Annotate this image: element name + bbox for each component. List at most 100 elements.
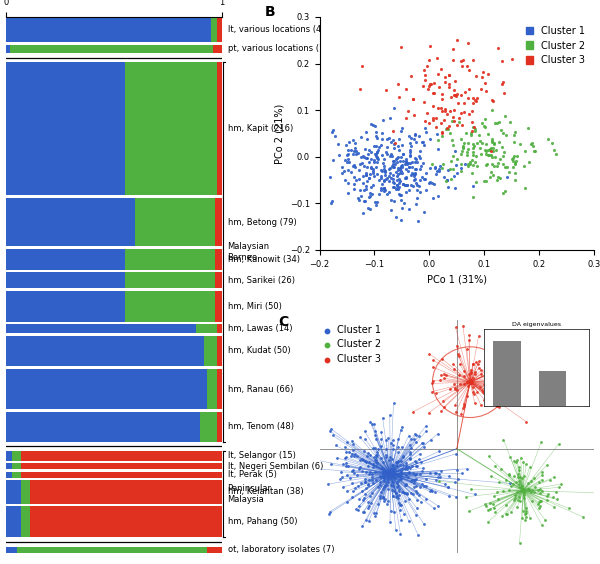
Point [397,42,406,51]
Point [383,434,393,443]
Point [367,488,377,497]
Point [513,472,523,481]
Point [520,147,530,156]
Point [447,117,457,126]
Point [474,130,484,139]
Point [386,506,395,515]
Point [471,151,481,160]
Point [401,458,411,467]
Point [405,453,415,462]
Point [454,475,463,484]
Point [405,151,415,160]
Point [449,379,459,388]
Point [508,156,518,165]
Point [401,479,411,488]
Point [327,196,337,205]
Point [498,189,508,198]
Point [484,452,493,461]
Point [371,150,380,159]
Point [364,149,373,158]
Point [397,160,407,169]
Point [345,474,355,483]
Point [419,65,429,74]
Point [372,197,382,206]
Point [448,165,458,174]
Point [449,171,459,180]
Point [384,171,394,180]
Point [494,403,504,412]
Bar [6,249,125,270]
Point [349,161,359,170]
Point [342,438,352,447]
Point [449,105,459,114]
Bar [21,463,221,469]
Point [326,198,336,207]
Point [354,464,364,473]
Point [398,487,408,496]
Point [452,341,461,350]
Point [418,138,428,147]
Point [402,181,412,190]
Point [449,365,459,374]
Point [408,407,418,416]
Point [441,371,451,380]
Point [499,363,509,372]
Point [510,160,520,169]
Point [474,331,484,340]
Bar [6,463,13,469]
Y-axis label: PCo 2 (21%): PCo 2 (21%) [274,103,284,164]
Point [506,118,515,127]
Point [467,168,477,177]
Point [392,157,402,166]
Point [391,212,401,221]
Point [490,365,499,374]
Point [401,156,411,165]
Point [372,169,382,178]
Point [343,149,353,158]
Point [485,146,495,155]
Point [543,490,553,499]
Point [556,479,566,488]
Point [410,131,420,140]
Point [439,374,449,383]
Point [370,197,380,206]
Point [347,436,356,445]
Point [471,178,481,187]
Point [434,447,443,456]
Bar [217,17,221,42]
Point [379,473,389,482]
Point [498,78,508,87]
Point [401,113,411,122]
Point [396,501,406,510]
Point [371,200,381,209]
Point [400,481,410,490]
Point [411,165,421,174]
Point [400,180,410,190]
Point [467,126,476,135]
Point [335,474,345,483]
Point [500,186,509,195]
Point [342,470,352,479]
Point [445,106,455,115]
Point [415,175,425,184]
Point [435,473,445,482]
Point [433,54,442,63]
Point [365,492,375,501]
Point [382,135,392,144]
Point [458,142,468,151]
Point [362,177,372,186]
Point [536,496,546,505]
Point [421,422,430,431]
Point [405,455,415,464]
Bar [217,336,221,367]
Point [487,137,497,146]
Point [379,164,389,173]
Point [372,152,382,161]
Point [431,113,440,122]
Point [365,468,375,477]
Point [445,129,455,138]
Bar [6,412,200,442]
Text: Peninsular
Malaysia: Peninsular Malaysia [227,484,271,504]
Point [395,164,405,173]
Point [344,179,353,188]
